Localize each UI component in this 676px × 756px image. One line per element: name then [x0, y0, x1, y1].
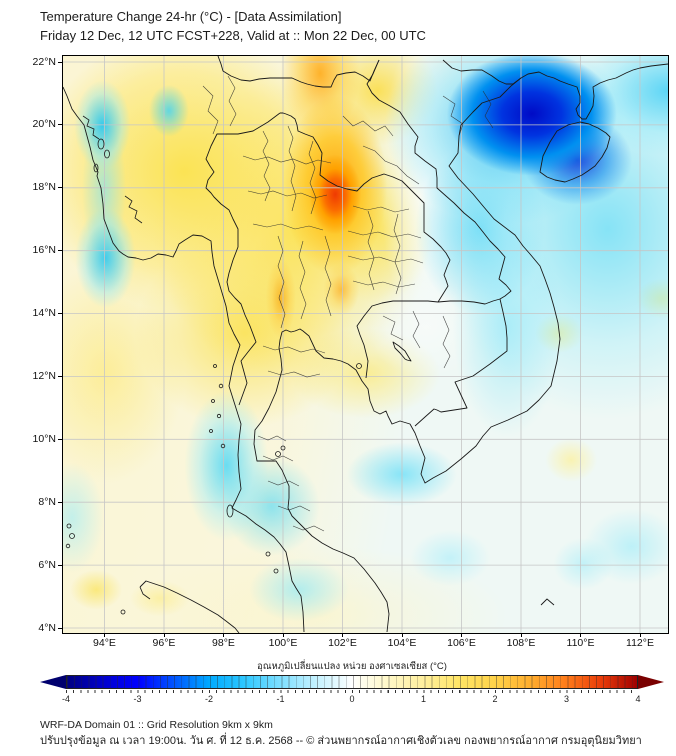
- colorbar-tick-label: 0: [349, 694, 355, 704]
- lat-tick-label: 22°N: [32, 55, 56, 68]
- lon-tick-mark: [223, 633, 224, 637]
- lat-tick-label: 8°N: [38, 495, 56, 508]
- lon-tick-mark: [520, 633, 522, 637]
- colorbar-tick-label: 4: [635, 694, 641, 704]
- lat-tick-label: 6°N: [38, 558, 56, 571]
- lon-tick-mark: [282, 633, 284, 637]
- colorbar-tick-label: -4: [61, 694, 70, 704]
- lon-tick-mark: [163, 633, 165, 637]
- lon-tick-label: 96°E: [152, 637, 176, 649]
- colorbar-label: อุณหภูมิเปลี่ยนแปลง หน่วย องศาเซลเซียส (…: [257, 661, 447, 672]
- lon-tick-label: 102°E: [328, 637, 357, 649]
- lon-tick-mark: [401, 633, 403, 637]
- lat-tick-mark: [58, 313, 62, 315]
- lon-tick-mark: [580, 633, 581, 637]
- lat-tick-mark: [58, 438, 62, 440]
- colorbar: [40, 675, 664, 689]
- colorbar-right-arrow: [638, 675, 664, 689]
- province-boundary-paths: [202, 75, 494, 532]
- lat-tick-mark: [58, 124, 62, 126]
- lat-tick-mark: [58, 627, 62, 629]
- footer-domain-info: WRF-DA Domain 01 :: Grid Resolution 9km …: [40, 719, 273, 731]
- footer-credit-thai: ปรับปรุงข้อมูล ณ เวลา 19:00น. วัน ศ. ที่…: [40, 735, 642, 747]
- colorbar-tick-label: -2: [204, 694, 213, 704]
- lat-tick-mark: [58, 375, 62, 377]
- colorbar-left-arrow: [40, 675, 66, 689]
- lon-tick-mark: [104, 633, 105, 637]
- lat-tick-label: 20°N: [32, 118, 56, 131]
- lat-tick-label: 18°N: [32, 181, 56, 194]
- lon-tick-label: 106°E: [447, 637, 476, 649]
- lat-tick-label: 10°N: [32, 432, 56, 445]
- colorbar-gradient-bar: [66, 675, 638, 689]
- map-geography-overlay: [63, 56, 668, 633]
- map-plot-area: [62, 55, 669, 634]
- lat-tick-label: 16°N: [32, 244, 56, 257]
- page-subtitle: Friday 12 Dec, 12 UTC FCST+228, Valid at…: [40, 28, 426, 43]
- colorbar-minor-ticks: [66, 690, 638, 693]
- lat-tick-label: 12°N: [32, 369, 56, 382]
- colorbar-tick-label: -1: [276, 694, 285, 704]
- island-outlines: [65, 115, 362, 615]
- footer-block: WRF-DA Domain 01 :: Grid Resolution 9km …: [40, 718, 642, 749]
- lon-tick-label: 112°E: [626, 637, 654, 649]
- lat-tick-mark: [58, 501, 62, 503]
- lat-tick-label: 4°N: [38, 621, 56, 634]
- page-title: Temperature Change 24-hr (°C) - [Data As…: [40, 9, 342, 24]
- lon-tick-label: 98°E: [212, 637, 235, 649]
- lon-tick-label: 110°E: [566, 637, 595, 649]
- lat-tick-mark: [58, 564, 62, 566]
- colorbar-tick-label: 2: [492, 694, 498, 704]
- lon-tick-mark: [342, 633, 343, 637]
- colorbar-tick-label: 3: [563, 694, 569, 704]
- lon-tick-label: 100°E: [268, 637, 298, 649]
- coastline-border-paths: [63, 56, 668, 633]
- lon-tick-mark: [639, 633, 641, 637]
- colorbar-tick-label: 1: [420, 694, 426, 704]
- graticule-gridlines: [63, 56, 668, 633]
- lon-tick-label: 94°E: [93, 637, 116, 649]
- lat-tick-mark: [58, 61, 62, 63]
- lat-tick-mark: [58, 187, 62, 189]
- lat-tick-mark: [58, 250, 62, 252]
- lon-tick-mark: [461, 633, 462, 637]
- title-block: Temperature Change 24-hr (°C) - [Data As…: [40, 7, 426, 45]
- colorbar-tick-label: -3: [133, 694, 142, 704]
- lat-tick-label: 14°N: [32, 307, 56, 320]
- lon-tick-label: 104°E: [387, 637, 417, 649]
- lon-tick-label: 108°E: [506, 637, 536, 649]
